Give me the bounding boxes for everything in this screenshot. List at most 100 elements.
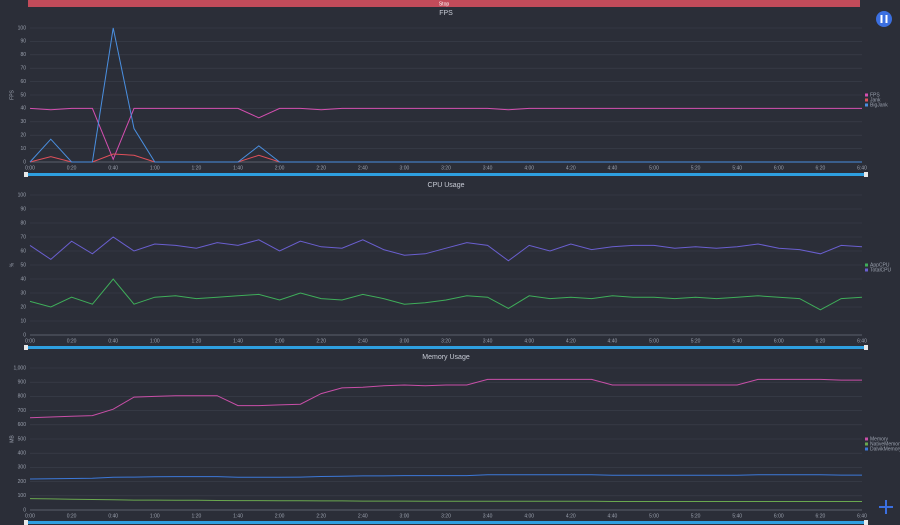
y-tick-label: 400 (18, 451, 27, 457)
y-tick-label: 70 (20, 66, 26, 72)
add-button[interactable] (879, 500, 893, 514)
legend-label[interactable]: AppCPU (870, 262, 890, 268)
y-tick-label: 90 (20, 206, 26, 212)
y-tick-label: 10 (20, 318, 26, 324)
x-tick-label: 1:40 (233, 513, 243, 519)
y-axis-label: MB (9, 435, 15, 443)
y-tick-label: 40 (20, 276, 26, 282)
x-tick-label: 6:20 (816, 513, 826, 519)
y-axis-label: % (9, 262, 15, 267)
legend-swatch[interactable] (865, 447, 868, 451)
y-tick-label: 70 (20, 234, 26, 240)
x-tick-label: 2:00 (275, 165, 285, 171)
series-line (29, 236, 863, 262)
x-tick-label: 2:40 (358, 165, 368, 171)
y-tick-label: 80 (20, 220, 26, 226)
x-tick-label: 6:00 (774, 165, 784, 171)
x-tick-label: 6:20 (816, 165, 826, 171)
slider-handle[interactable] (24, 520, 28, 525)
y-axis-label: FPS (9, 89, 15, 99)
legend-label[interactable]: BigJank (870, 102, 888, 108)
slider-handle[interactable] (864, 345, 868, 350)
x-tick-label: 4:00 (524, 513, 534, 519)
series-line (29, 378, 862, 419)
x-tick-label: 5:00 (649, 513, 659, 519)
legend-swatch[interactable] (865, 93, 868, 97)
x-tick-label: 0:00 (25, 513, 35, 519)
x-tick-label: 1:40 (233, 165, 243, 171)
legend-label[interactable]: Memory (870, 436, 889, 442)
slider-handle[interactable] (864, 520, 868, 525)
legend-swatch[interactable] (865, 437, 868, 441)
x-tick-label: 5:40 (732, 338, 742, 344)
legend-swatch[interactable] (865, 268, 868, 272)
y-tick-label: 20 (20, 304, 26, 310)
x-tick-label: 3:00 (400, 165, 410, 171)
x-tick-label: 3:20 (441, 513, 451, 519)
y-tick-label: 60 (20, 248, 26, 254)
x-tick-label: 2:20 (316, 338, 326, 344)
x-tick-label: 0:20 (67, 513, 77, 519)
series-line (29, 27, 862, 163)
legend-swatch[interactable] (865, 442, 868, 446)
series-line (29, 278, 863, 311)
series-line (29, 474, 862, 480)
stop-label[interactable]: Stop (439, 1, 450, 7)
x-tick-label: 2:40 (358, 338, 368, 344)
slider-handle[interactable] (864, 172, 868, 177)
legend-swatch[interactable] (865, 263, 868, 267)
slider-handle[interactable] (24, 172, 28, 177)
y-tick-label: 0 (23, 507, 26, 513)
y-tick-label: 0 (23, 332, 26, 338)
x-tick-label: 5:00 (649, 338, 659, 344)
y-tick-label: 50 (20, 92, 26, 98)
legend-label[interactable]: DalvikMemory (870, 446, 900, 452)
x-tick-label: 5:20 (691, 338, 701, 344)
x-tick-label: 1:40 (233, 338, 243, 344)
x-tick-label: 0:20 (67, 165, 77, 171)
y-tick-label: 100 (18, 192, 27, 198)
x-tick-label: 1:00 (150, 165, 160, 171)
y-tick-label: 1,000 (13, 365, 26, 371)
time-slider[interactable] (26, 521, 866, 524)
y-tick-label: 100 (18, 493, 27, 499)
x-tick-label: 3:40 (483, 165, 493, 171)
x-tick-label: 1:00 (150, 338, 160, 344)
y-tick-label: 800 (18, 394, 27, 400)
legend-label[interactable]: TotalCPU (870, 267, 892, 273)
slider-handle[interactable] (24, 345, 28, 350)
legend-swatch[interactable] (865, 98, 868, 102)
x-tick-label: 3:00 (400, 338, 410, 344)
series-line (29, 107, 862, 161)
stop-bar[interactable] (28, 0, 860, 7)
y-tick-label: 500 (18, 436, 27, 442)
x-tick-label: 4:00 (524, 165, 534, 171)
x-tick-label: 2:40 (358, 513, 368, 519)
y-tick-label: 100 (18, 25, 27, 31)
time-slider[interactable] (26, 346, 866, 349)
legend-label[interactable]: Jank (870, 97, 881, 103)
time-slider[interactable] (26, 173, 866, 176)
x-tick-label: 6:40 (857, 513, 867, 519)
y-tick-label: 200 (18, 479, 27, 485)
x-tick-label: 6:40 (857, 165, 867, 171)
y-tick-label: 10 (20, 146, 26, 152)
chart-title: CPU Usage (428, 182, 465, 189)
legend-swatch[interactable] (865, 103, 868, 107)
legend-label[interactable]: FPS (870, 92, 880, 98)
x-tick-label: 5:40 (732, 165, 742, 171)
y-tick-label: 700 (18, 408, 27, 414)
legend-label[interactable]: NativeMemory (870, 441, 900, 447)
x-tick-label: 0:00 (25, 165, 35, 171)
y-tick-label: 50 (20, 262, 26, 268)
y-tick-label: 600 (18, 422, 27, 428)
x-tick-label: 1:20 (192, 513, 202, 519)
x-tick-label: 6:00 (774, 338, 784, 344)
x-tick-label: 5:00 (649, 165, 659, 171)
x-tick-label: 3:20 (441, 338, 451, 344)
x-tick-label: 1:20 (192, 338, 202, 344)
pause-button[interactable] (876, 11, 892, 27)
x-tick-label: 4:20 (566, 165, 576, 171)
